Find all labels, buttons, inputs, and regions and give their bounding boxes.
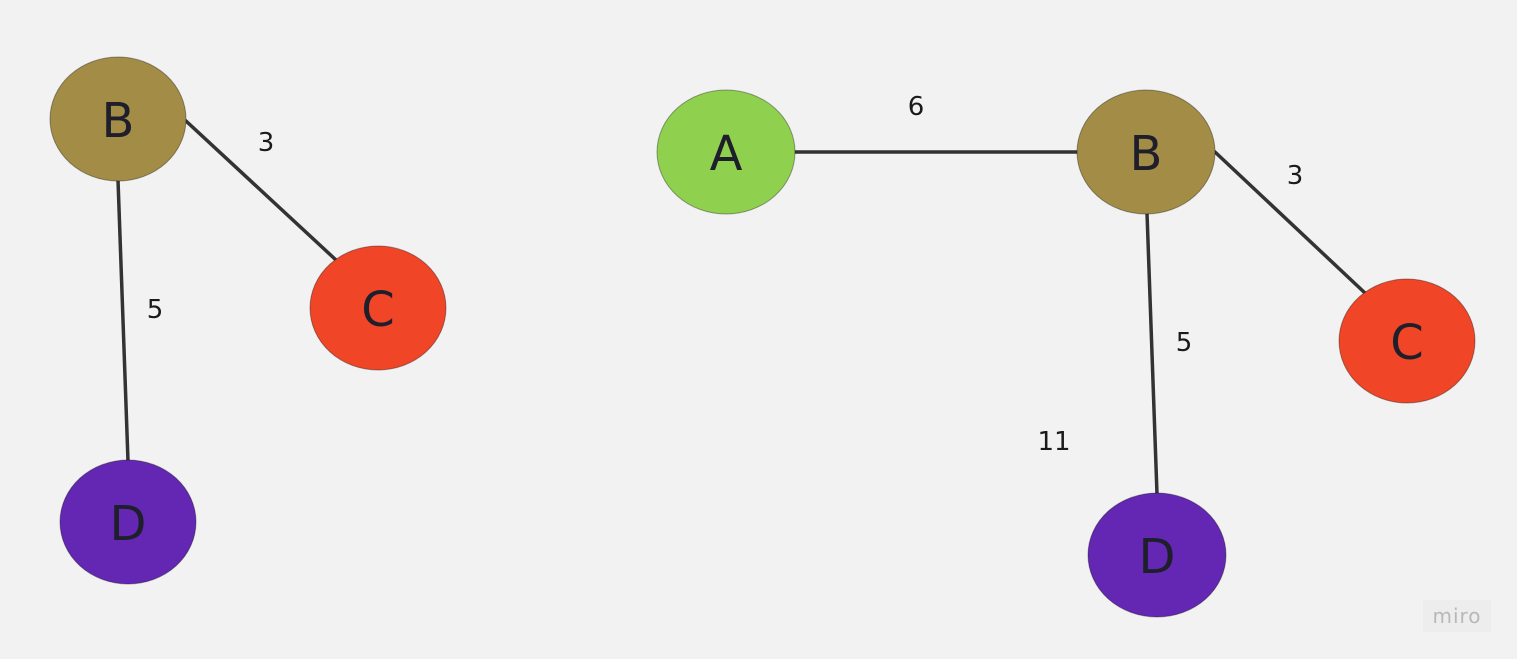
right-node-b-label: B (1130, 126, 1163, 182)
right-node-d-shape (1087, 492, 1227, 618)
miro-watermark: miro (1423, 600, 1491, 632)
right-annotation-11[interactable]: 11 (1037, 427, 1070, 457)
right-node-c[interactable]: C (1338, 278, 1476, 404)
right-node-c-label: C (1390, 315, 1424, 371)
left-node-d-shape (59, 459, 197, 585)
right-edge-b-d[interactable] (1145, 211, 1159, 496)
right-node-d[interactable]: D (1087, 492, 1227, 618)
left-node-b[interactable]: B (49, 56, 187, 182)
left-node-d[interactable]: D (59, 459, 197, 585)
left-node-c[interactable]: C (309, 245, 447, 371)
right-edge-b-c[interactable] (1213, 150, 1367, 295)
left-weight-b-c[interactable]: 3 (258, 128, 275, 158)
right-node-a[interactable]: A (656, 89, 796, 215)
left-edge-b-d[interactable] (116, 178, 130, 463)
right-weight-a-b[interactable]: 6 (908, 92, 925, 122)
left-node-c-shape (309, 245, 447, 371)
left-node-c-label: C (361, 282, 395, 338)
right-node-d-label: D (1139, 529, 1176, 585)
right-node-a-shape (656, 89, 796, 215)
left-edge-b-c[interactable] (184, 119, 338, 262)
right-node-c-shape (1338, 278, 1476, 404)
right-node-b-shape (1076, 89, 1216, 215)
right-weight-b-c[interactable]: 3 (1287, 161, 1304, 191)
right-node-b[interactable]: B (1076, 89, 1216, 215)
right-node-a-label: A (710, 126, 743, 182)
left-node-d-label: D (110, 496, 147, 552)
left-node-b-label: B (102, 93, 135, 149)
left-weight-b-d[interactable]: 5 (147, 295, 164, 325)
left-node-b-shape (49, 56, 187, 182)
right-weight-b-d[interactable]: 5 (1176, 328, 1193, 358)
